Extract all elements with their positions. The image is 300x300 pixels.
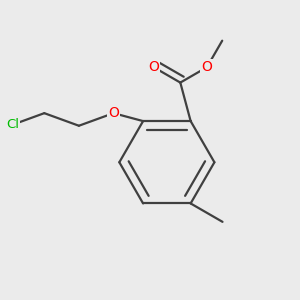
- Text: Cl: Cl: [6, 118, 19, 131]
- Text: O: O: [108, 106, 119, 120]
- Text: O: O: [148, 60, 159, 74]
- Text: O: O: [201, 60, 212, 74]
